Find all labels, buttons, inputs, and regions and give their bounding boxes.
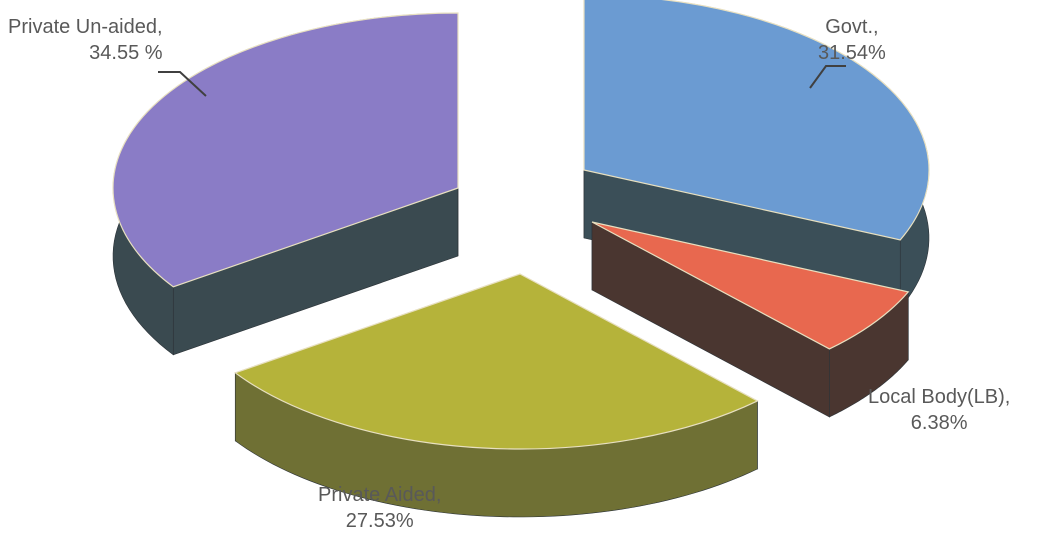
label-govt-name: Govt., (825, 16, 879, 38)
label-private-unaided-value: 34.55 % (89, 42, 163, 64)
label-local-body: Local Body(LB), 6.38% (868, 384, 1010, 436)
label-private-unaided: Private Un-aided, 34.55 % (8, 14, 163, 66)
slice-govt (583, 0, 930, 241)
slice-local-body (591, 221, 910, 350)
label-private-aided-name: Private Aided, (318, 484, 442, 506)
label-leader-lines (158, 65, 846, 97)
label-local-body-value: 6.38% (910, 412, 968, 434)
label-govt-value: 31.54% (818, 42, 886, 64)
leader-line-private-unaided (158, 71, 207, 97)
slice-private-unaided (112, 12, 459, 288)
slice-private-aided (233, 273, 759, 450)
label-local-body-name: Local Body(LB), (868, 386, 1011, 408)
label-private-aided: Private Aided, 27.53% (318, 482, 441, 534)
pie-slice-tops (112, 0, 930, 450)
leader-line-govt (809, 65, 846, 89)
label-private-aided-value: 27.53% (345, 510, 414, 532)
label-private-unaided-name: Private Un-aided, (8, 16, 163, 38)
label-govt: Govt., 31.54% (818, 14, 886, 66)
